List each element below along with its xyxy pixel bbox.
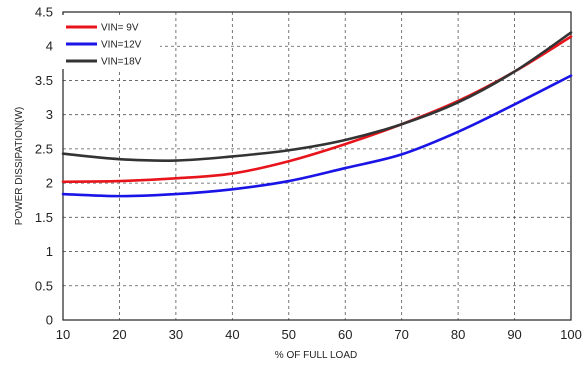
- plot-frame: [62, 11, 572, 321]
- x-tick-label: 20: [112, 327, 126, 342]
- x-tick-label: 30: [169, 327, 183, 342]
- y-tick-label: 1: [46, 244, 53, 259]
- y-tick-label: 4: [46, 39, 53, 54]
- y-tick-label: 4.5: [35, 5, 53, 20]
- y-tick-label: 3.5: [35, 73, 53, 88]
- y-tick-label: 1.5: [35, 210, 53, 225]
- legend-label-2: VIN=18V: [101, 57, 142, 68]
- y-axis-label: POWER DISSIPATION(W): [14, 107, 25, 226]
- series-line-1: [61, 74, 573, 198]
- x-tick-label: 60: [338, 327, 352, 342]
- y-tick-label: 0: [46, 313, 53, 328]
- legend-label-0: VIN= 9V: [101, 23, 139, 34]
- y-tick-label: 0.5: [35, 278, 53, 293]
- grid-lines: [63, 12, 571, 320]
- x-axis-label: % OF FULL LOAD: [275, 350, 357, 361]
- x-tick-label: 70: [394, 327, 408, 342]
- series-lines: [61, 31, 573, 198]
- series-line-2: [61, 31, 573, 162]
- x-tick-label: 100: [560, 327, 582, 342]
- y-tick-label: 2.5: [35, 141, 53, 156]
- x-tick-label: 40: [225, 327, 239, 342]
- y-tick-label: 3: [46, 107, 53, 122]
- x-tick-label: 50: [282, 327, 296, 342]
- x-tick-label: 90: [507, 327, 521, 342]
- legend: VIN= 9V VIN=12V VIN=18V: [62, 15, 160, 69]
- x-tick-label: 10: [56, 327, 70, 342]
- legend-label-1: VIN=12V: [101, 40, 142, 51]
- axis-ticks: 10 20 30 40 50 60 70 80 90 100 0 0.5 1 1.5 2 2.5 3 3.5 4 4.…: [35, 5, 582, 343]
- y-tick-label: 2: [46, 176, 53, 191]
- x-tick-label: 80: [451, 327, 465, 342]
